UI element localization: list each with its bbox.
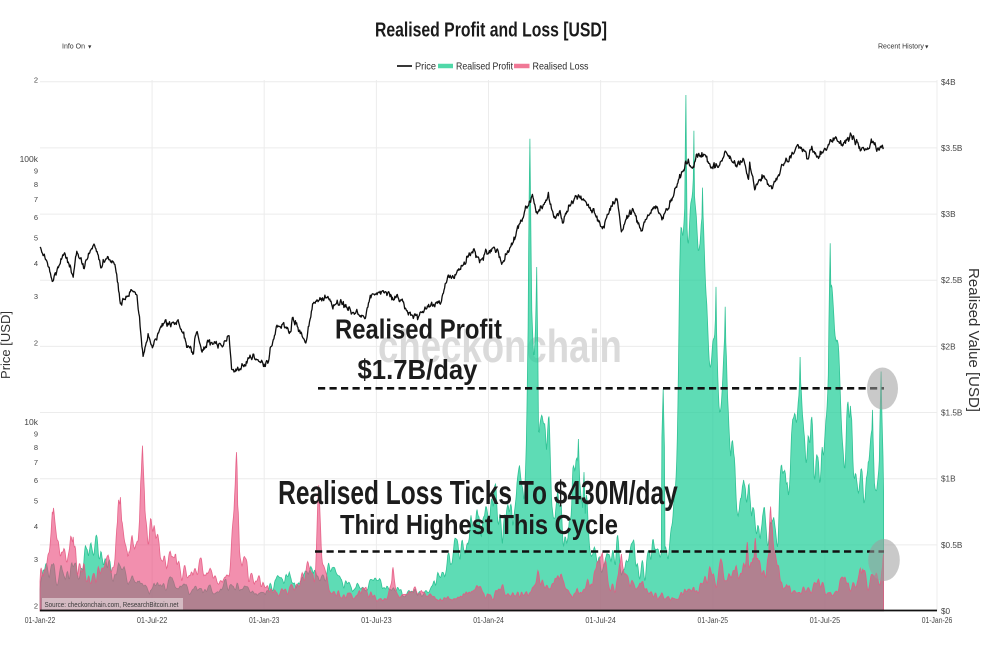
- svg-text:Realised Profit: Realised Profit: [456, 61, 513, 73]
- svg-text:3: 3: [34, 555, 38, 564]
- svg-text:2: 2: [34, 338, 38, 347]
- svg-text:9: 9: [34, 167, 38, 176]
- svg-text:01-Jul-25: 01-Jul-25: [810, 616, 841, 625]
- svg-text:100k: 100k: [20, 154, 39, 164]
- svg-text:▼: ▼: [924, 45, 929, 51]
- svg-text:9: 9: [34, 430, 38, 439]
- svg-text:01-Jan-24: 01-Jan-24: [473, 616, 504, 625]
- svg-text:Info On: Info On: [62, 44, 85, 51]
- svg-text:$1B: $1B: [941, 475, 956, 484]
- svg-text:▼: ▼: [87, 45, 92, 51]
- svg-text:7: 7: [34, 195, 38, 204]
- svg-text:01-Jan-22: 01-Jan-22: [25, 616, 56, 625]
- svg-text:$3.5B: $3.5B: [941, 144, 963, 153]
- svg-text:Realised Profit and Loss [USD]: Realised Profit and Loss [USD]: [375, 19, 607, 41]
- svg-text:5: 5: [34, 497, 38, 506]
- svg-text:$0: $0: [941, 607, 951, 616]
- svg-text:10k: 10k: [24, 417, 38, 427]
- svg-text:01-Jul-22: 01-Jul-22: [137, 616, 168, 625]
- svg-text:01-Jan-25: 01-Jan-25: [698, 616, 729, 625]
- svg-text:$0.5B: $0.5B: [941, 541, 963, 550]
- svg-text:2: 2: [34, 75, 38, 84]
- svg-text:Realised Value [USD]: Realised Value [USD]: [965, 268, 982, 412]
- svg-text:01-Jan-26: 01-Jan-26: [922, 616, 953, 625]
- svg-text:4: 4: [34, 522, 38, 531]
- svg-text:2: 2: [34, 601, 38, 610]
- svg-text:Third Highest This Cycle: Third Highest This Cycle: [340, 510, 618, 540]
- svg-text:7: 7: [34, 458, 38, 467]
- svg-text:8: 8: [34, 443, 38, 452]
- svg-text:01-Jan-23: 01-Jan-23: [249, 616, 280, 625]
- svg-text:$2.5B: $2.5B: [941, 276, 963, 285]
- svg-text:$1.5B: $1.5B: [941, 409, 963, 418]
- svg-text:checkonchain: checkonchain: [378, 320, 622, 372]
- svg-text:3: 3: [34, 292, 38, 301]
- svg-text:6: 6: [34, 476, 38, 485]
- svg-text:4: 4: [34, 259, 38, 268]
- svg-text:$3B: $3B: [941, 210, 956, 219]
- svg-text:$4B: $4B: [941, 78, 956, 87]
- svg-text:$1.7B/day: $1.7B/day: [358, 354, 478, 385]
- svg-text:8: 8: [34, 180, 38, 189]
- svg-text:$2B: $2B: [941, 342, 956, 351]
- svg-text:01-Jul-24: 01-Jul-24: [585, 616, 616, 625]
- svg-text:6: 6: [34, 213, 38, 222]
- svg-text:Price: Price: [415, 61, 436, 73]
- svg-text:Realised Loss: Realised Loss: [533, 61, 589, 73]
- svg-text:Realised Profit: Realised Profit: [335, 313, 502, 345]
- svg-text:Recent History: Recent History: [878, 44, 924, 51]
- svg-text:5: 5: [34, 234, 38, 243]
- svg-text:01-Jul-23: 01-Jul-23: [361, 616, 392, 625]
- svg-text:Realised Loss Ticks To $430M/d: Realised Loss Ticks To $430M/day: [278, 476, 678, 512]
- svg-text:Price [USD]: Price [USD]: [0, 311, 13, 379]
- svg-text:Source: checkonchain.com, Rese: Source: checkonchain.com, ResearchBitcoi…: [45, 600, 180, 609]
